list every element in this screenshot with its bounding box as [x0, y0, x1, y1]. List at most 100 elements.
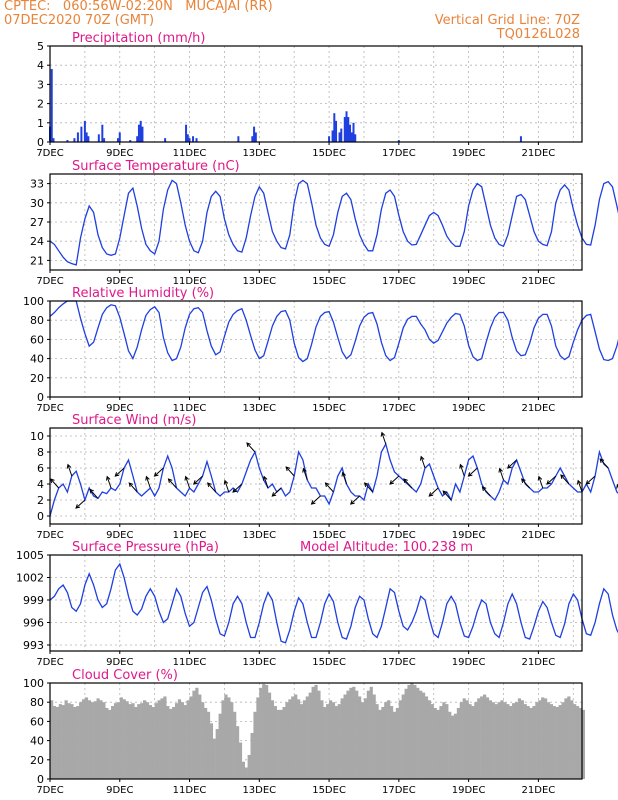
- cloud-cover-bar: [317, 690, 321, 779]
- x-tick-label: 7DEC: [36, 530, 63, 541]
- cloud-cover-bar: [209, 723, 214, 779]
- panel-frame: [49, 45, 583, 143]
- cloud-cover-bar: [387, 700, 391, 779]
- cloud-cover-bar: [430, 704, 434, 779]
- cloud-cover-bar: [512, 703, 516, 779]
- wind-arrow: [106, 476, 112, 489]
- grid-line-header: Vertical Grid Line: 70Z: [434, 13, 580, 28]
- y-tick-label: 24: [30, 235, 44, 248]
- cloud-cover-bar: [573, 704, 577, 779]
- precipitation-bar: [103, 138, 106, 142]
- wind-arrow: [560, 474, 570, 485]
- wind-arrow-head: [380, 431, 386, 437]
- panel-title: Precipitation (mm/h): [72, 31, 205, 46]
- cloud-cover-bar: [131, 703, 135, 779]
- panel-title: Surface Pressure (hPa): [72, 540, 219, 555]
- wind-arrow: [193, 475, 203, 485]
- cloud-cover-bar: [154, 703, 158, 779]
- cloud-cover-bar: [279, 709, 283, 779]
- cloud-cover-bar: [482, 694, 487, 779]
- panel-frame: [49, 427, 583, 525]
- cloud-cover-bar: [363, 698, 368, 779]
- y-tick-label: 5: [37, 40, 44, 53]
- cloud-cover-bar: [555, 707, 559, 779]
- x-tick-label: 15DEC: [312, 148, 346, 159]
- cloud-cover-bar: [462, 698, 466, 779]
- cloud-cover-bar: [392, 711, 397, 779]
- cloud-cover-bar: [500, 700, 504, 779]
- wind-arrow-head: [114, 472, 120, 477]
- wind-arrow-head: [467, 472, 473, 477]
- precipitation-bar: [340, 128, 343, 142]
- cloud-cover-bar: [172, 707, 176, 779]
- cloud-cover-bar: [265, 684, 269, 779]
- wind-arrow-head: [599, 458, 605, 464]
- cloud-cover-bar: [558, 705, 562, 779]
- precipitation-bar: [52, 138, 55, 142]
- wind-arrow: [546, 475, 557, 485]
- wind-arrow-head: [50, 478, 55, 484]
- wind-arrow: [585, 475, 596, 485]
- y-tick-label: 0: [37, 136, 44, 149]
- y-tick-label: 1: [37, 117, 44, 130]
- cloud-cover-bar: [471, 706, 475, 779]
- y-tick-label: 20: [30, 372, 44, 385]
- wind-arrow-head: [184, 475, 189, 481]
- cloud-cover-bar: [459, 702, 463, 779]
- cloud-cover-bar: [416, 687, 420, 779]
- cloud-cover-bar: [517, 698, 522, 779]
- precipitation-bar: [118, 132, 121, 142]
- precipitation-bar: [83, 120, 86, 142]
- cloud-cover-bar: [410, 683, 414, 779]
- y-tick-label: 30: [30, 197, 44, 210]
- cloud-cover-bar: [532, 706, 536, 779]
- y-tick-label: 1002: [16, 572, 44, 585]
- cloud-cover-bar: [337, 704, 341, 779]
- cloud-cover-bar: [485, 697, 490, 779]
- x-tick-label: 21DEC: [522, 403, 556, 414]
- cloud-cover-bar: [215, 729, 219, 779]
- y-tick-label: 100: [23, 677, 44, 690]
- panel-frame: [49, 682, 583, 780]
- y-tick-label: 2: [37, 98, 44, 111]
- series-line: [49, 562, 618, 644]
- wind-arrow-head: [207, 482, 212, 488]
- cloud-cover-bar: [384, 702, 388, 779]
- precipitation-bar: [331, 130, 334, 142]
- cloud-cover-bar: [424, 696, 429, 779]
- precipitation-bar: [139, 120, 142, 142]
- y-tick-label: 40: [30, 353, 44, 366]
- cloud-cover-bar: [497, 702, 501, 779]
- cloud-cover-bar: [256, 697, 260, 779]
- cloud-cover-bar: [192, 690, 196, 779]
- wind-arrow: [185, 476, 191, 489]
- cloud-cover-bar: [514, 702, 519, 779]
- precipitation-bar: [354, 134, 357, 142]
- cloud-cover-bar: [297, 699, 301, 779]
- wind-arrow: [507, 459, 517, 469]
- cloud-cover-bar: [70, 704, 74, 779]
- precipitation-bar: [188, 138, 191, 142]
- cloud-cover-bar: [174, 703, 179, 779]
- cloud-cover-bar: [244, 767, 248, 779]
- x-tick-label: 21DEC: [522, 785, 556, 796]
- cloud-cover-bar: [413, 684, 417, 779]
- x-tick-label: 21DEC: [522, 530, 556, 541]
- wind-arrow-head: [341, 471, 346, 477]
- x-tick-label: 21DEC: [522, 148, 556, 159]
- cloud-cover-bar: [581, 709, 585, 779]
- x-tick-label: 13DEC: [242, 403, 276, 414]
- wind-arrow-head: [459, 463, 464, 469]
- precipitation-bar: [349, 124, 352, 142]
- precipitation-bar: [137, 124, 140, 142]
- cloud-cover-bar: [570, 700, 574, 779]
- series-line: [49, 442, 618, 517]
- y-tick-label: 3: [37, 78, 44, 91]
- cloud-cover-bar: [262, 683, 266, 779]
- wind-arrow-head: [145, 475, 150, 481]
- cloud-cover-bar: [546, 702, 551, 779]
- cloud-cover-bar: [331, 702, 336, 779]
- cloud-cover-bar: [520, 700, 524, 779]
- wind-arrow: [168, 478, 177, 489]
- wind-arrow-head: [302, 467, 307, 473]
